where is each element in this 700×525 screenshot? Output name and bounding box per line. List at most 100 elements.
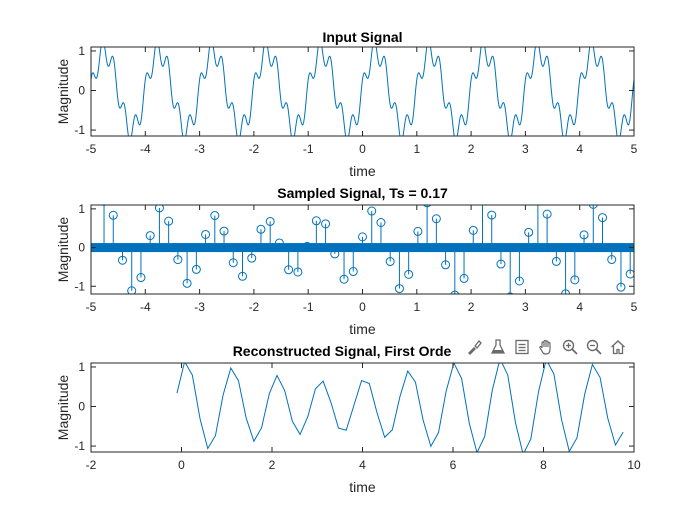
sample-marker <box>450 290 460 294</box>
sample-marker <box>479 195 487 203</box>
sample-marker <box>136 273 146 283</box>
y-tick-label: -1 <box>74 123 85 137</box>
sample-marker <box>514 276 524 286</box>
brush-icon[interactable] <box>462 336 485 358</box>
x-tick-label: -1 <box>303 300 314 314</box>
sample-marker <box>302 241 312 251</box>
x-tick-label: -1 <box>303 142 314 156</box>
sample-marker <box>625 269 634 279</box>
sample-marker <box>413 226 423 236</box>
x-tick-label: -5 <box>86 142 97 156</box>
sample-marker <box>431 214 441 224</box>
y-tick-label: 1 <box>78 44 85 58</box>
y-axis-label: Magnitude <box>55 59 71 125</box>
sample-marker <box>487 210 497 220</box>
sample-marker <box>228 258 238 268</box>
x-tick-label: 0 <box>178 458 185 472</box>
legend-icon[interactable] <box>510 336 533 358</box>
sample-marker <box>311 216 321 226</box>
x-tick-label: -4 <box>140 300 151 314</box>
sample-marker <box>191 264 201 274</box>
signal-line <box>91 47 634 136</box>
x-axis-label: time <box>349 321 376 337</box>
sample-marker <box>496 259 506 269</box>
sample-marker <box>108 210 118 220</box>
pan-icon[interactable] <box>534 336 557 358</box>
sample-marker <box>284 265 294 275</box>
x-tick-label: -2 <box>249 142 260 156</box>
sample-marker <box>154 205 164 213</box>
axes-box <box>90 362 635 453</box>
sample-marker <box>598 213 608 223</box>
y-tick-label: 1 <box>78 360 85 374</box>
sample-marker <box>219 226 229 236</box>
plot-area <box>91 47 634 136</box>
sample-marker <box>385 257 395 267</box>
sample-marker <box>127 286 137 294</box>
plot-area <box>91 363 634 452</box>
y-tick-label: 0 <box>78 84 85 98</box>
x-tick-label: 6 <box>450 458 457 472</box>
sample-marker <box>551 256 561 266</box>
sample-marker <box>247 253 257 263</box>
sample-marker <box>164 216 174 226</box>
sampled-signal-axes: -5 -4 -3 -2 -1 0 1 2 3 4 5 -1 0 1 Sampled Signal, Ts … <box>55 185 638 337</box>
y-tick-label: 0 <box>78 400 85 414</box>
zoom-out-icon[interactable] <box>582 336 605 358</box>
x-tick-label: -5 <box>86 300 97 314</box>
sample-marker <box>293 267 303 277</box>
x-tick-label: 4 <box>576 142 583 156</box>
sample-marker <box>459 273 469 283</box>
x-tick-label: 5 <box>631 142 638 156</box>
sample-marker <box>534 195 542 203</box>
x-tick-label: -3 <box>194 300 205 314</box>
x-axis-label: time <box>349 163 376 179</box>
x-tick-label: 0 <box>359 300 366 314</box>
sample-marker <box>404 269 414 279</box>
x-tick-label: -2 <box>86 458 97 472</box>
sample-marker <box>265 216 275 226</box>
sample-marker <box>570 275 580 285</box>
sample-marker <box>201 229 211 239</box>
x-tick-label: 8 <box>540 458 547 472</box>
sample-marker <box>182 278 192 288</box>
sample-marker <box>321 219 331 229</box>
data-tips-icon[interactable] <box>486 336 509 358</box>
sample-marker <box>274 238 284 248</box>
input-signal-axes: -5 -4 -3 -2 -1 0 1 2 3 4 5 -1 0 1 Input Signal time M… <box>55 29 638 179</box>
x-tick-label: 2 <box>468 300 475 314</box>
y-tick-label: 0 <box>78 241 85 255</box>
sample-marker <box>607 255 617 265</box>
x-tick-label: -3 <box>194 142 205 156</box>
zoom-in-icon[interactable] <box>558 336 581 358</box>
chart-title: Reconstructed Signal, First Orde <box>233 343 452 359</box>
sample-marker <box>367 206 377 216</box>
sample-marker <box>542 209 552 219</box>
sample-marker <box>579 230 589 240</box>
sample-marker <box>256 224 266 234</box>
x-tick-label: 1 <box>413 300 420 314</box>
x-tick-label: 2 <box>269 458 276 472</box>
x-tick-label: 5 <box>631 300 638 314</box>
sample-marker <box>101 205 107 206</box>
axes-box <box>90 204 635 295</box>
reconstructed-signal-axes: -2 0 2 4 6 8 10 -1 0 1 Reconstructed Signal, Firs… <box>55 343 641 495</box>
home-icon[interactable] <box>606 336 629 358</box>
y-tick-label: 1 <box>78 202 85 216</box>
sample-marker <box>145 231 155 241</box>
sample-marker <box>358 232 367 242</box>
x-tick-label: 4 <box>576 300 583 314</box>
sample-marker <box>339 274 349 284</box>
x-tick-label: -4 <box>140 142 151 156</box>
sample-marker <box>394 284 404 294</box>
y-axis-label: Magnitude <box>55 375 71 441</box>
sample-marker <box>376 217 386 227</box>
chart-title: Sampled Signal, Ts = 0.17 <box>277 185 448 201</box>
sample-marker <box>616 282 626 292</box>
sample-marker <box>330 249 340 259</box>
sample-marker <box>468 225 478 235</box>
sample-marker <box>117 255 127 265</box>
axes-toolbar <box>462 336 629 358</box>
x-axis-label: time <box>349 479 376 495</box>
